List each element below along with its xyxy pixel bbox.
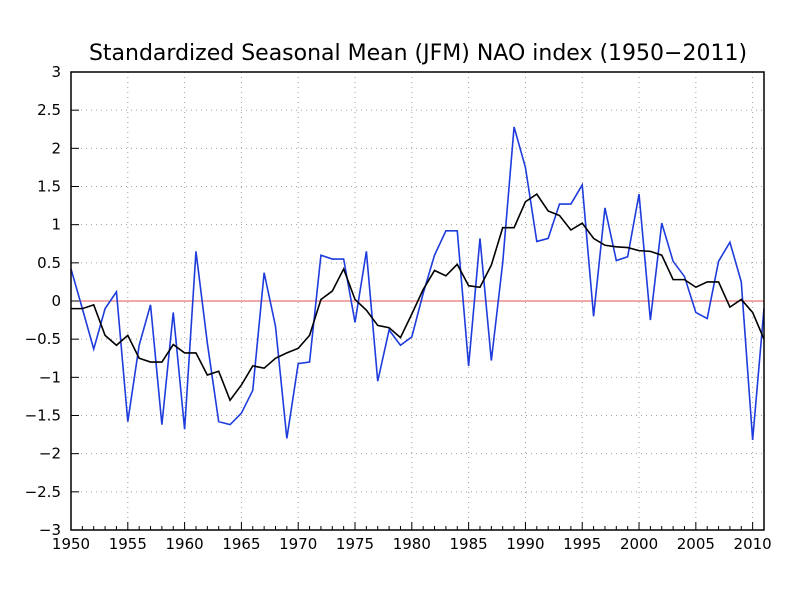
series-layer <box>70 126 765 440</box>
y-tick-label: 2 <box>51 139 61 157</box>
x-tick-label: 1970 <box>279 535 317 553</box>
x-tick-label: 2005 <box>677 535 715 553</box>
x-tick-label: 1965 <box>222 535 260 553</box>
series-line-smoothed <box>71 193 765 402</box>
y-tick-label: −1.5 <box>25 407 61 425</box>
y-tick-label: 1 <box>51 216 61 234</box>
y-tick-label: 2.5 <box>37 101 61 119</box>
x-tick-label: 1960 <box>166 535 204 553</box>
x-tick-label: 1980 <box>393 535 431 553</box>
y-tick-label: 3 <box>51 63 61 81</box>
y-tick-label: −0.5 <box>25 330 61 348</box>
x-tick-label: 1995 <box>563 535 601 553</box>
y-axis-ticks: −3 −2.5 −2 −1.5 −1 −0.5 0 0.5 1 1.5 2 2.5 3 <box>25 63 79 539</box>
x-tick-label: 1955 <box>109 535 147 553</box>
x-axis-ticks: 1950 1955 1960 1965 1970 1975 1980 1985 1990 1995… <box>52 522 772 553</box>
y-tick-label: −1 <box>39 368 61 386</box>
y-tick-label: 0.5 <box>37 254 61 272</box>
x-tick-label: 1985 <box>450 535 488 553</box>
x-tick-label: 1990 <box>506 535 544 553</box>
series-line-annual <box>70 126 765 440</box>
y-tick-label: −2.5 <box>25 483 61 501</box>
x-tick-label: 2000 <box>620 535 658 553</box>
x-tick-label: 1950 <box>52 535 90 553</box>
y-tick-label: 1.5 <box>37 178 61 196</box>
x-tick-label: 1975 <box>336 535 374 553</box>
x-tick-label: 2010 <box>734 535 772 553</box>
y-tick-label: −3 <box>39 521 61 539</box>
chart-title: Standardized Seasonal Mean (JFM) NAO ind… <box>89 41 747 66</box>
y-tick-label: −2 <box>39 445 61 463</box>
y-tick-label: 0 <box>51 292 61 310</box>
